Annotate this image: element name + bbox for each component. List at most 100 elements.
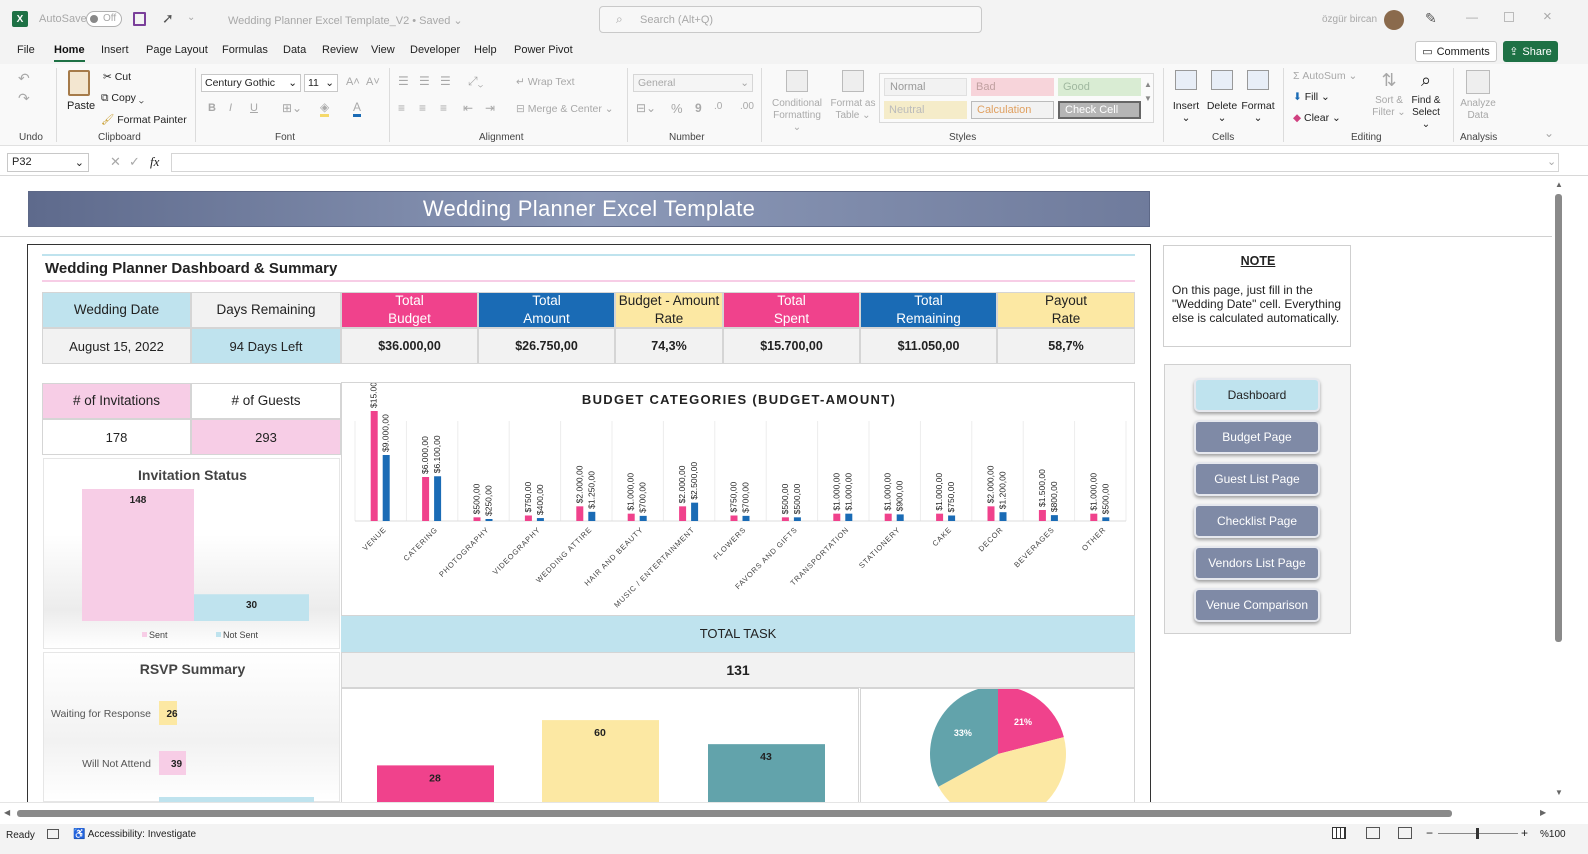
close-icon[interactable]: × xyxy=(1543,8,1552,25)
copy-button[interactable]: ⧉ Copy ⌄ xyxy=(101,92,144,104)
cell-styles-gallery[interactable]: Normal Bad Good Neutral Calculation Check Cel… xyxy=(879,73,1154,123)
format-cells-button[interactable]: Format ⌄ xyxy=(1241,70,1275,124)
comments-button[interactable]: ▭ Comments xyxy=(1415,41,1497,62)
align-right-icon[interactable]: ≡ xyxy=(440,101,448,115)
pointer-icon[interactable]: ➚ xyxy=(162,10,174,26)
tab-formulas[interactable]: Formulas xyxy=(222,44,268,56)
style-good[interactable]: Good xyxy=(1058,78,1141,96)
clear-button[interactable]: ◆ Clear ⌄ xyxy=(1293,112,1341,124)
align-center-icon[interactable]: ≡ xyxy=(419,101,427,115)
percent-button[interactable]: % xyxy=(671,101,683,116)
increase-indent-icon[interactable]: ⇥ xyxy=(485,101,496,115)
user-name[interactable]: özgür bircan xyxy=(1322,14,1378,25)
underline-button[interactable]: U xyxy=(250,102,258,114)
tab-data[interactable]: Data xyxy=(283,44,307,56)
zoom-slider[interactable] xyxy=(1438,828,1518,839)
scroll-left-icon[interactable]: ◀ xyxy=(4,808,11,817)
horizontal-scroll-thumb[interactable] xyxy=(17,810,1452,817)
font-color-icon[interactable]: A xyxy=(353,100,362,117)
collapse-ribbon-icon[interactable]: ⌄ xyxy=(1544,126,1555,140)
tab-insert[interactable]: Insert xyxy=(101,44,129,56)
zoom-level[interactable]: %100 xyxy=(1540,829,1566,840)
nav-button-budget-page[interactable]: Budget Page xyxy=(1194,420,1320,454)
document-title[interactable]: Wedding Planner Excel Template_V2 • Save… xyxy=(228,15,463,27)
sort-filter-button[interactable]: ⇅ Sort & Filter ⌄ xyxy=(1372,70,1406,119)
nav-button-guest-list-page[interactable]: Guest List Page xyxy=(1194,462,1320,496)
align-top-icon[interactable]: ☰ xyxy=(398,74,409,88)
fill-color-icon[interactable]: ◈ xyxy=(320,100,330,117)
horizontal-scrollbar[interactable]: ◀ ▶ xyxy=(0,802,1588,824)
cut-button[interactable]: ✂ Cut xyxy=(103,71,131,83)
nav-button-venue-comparison[interactable]: Venue Comparison xyxy=(1194,588,1320,622)
confirm-entry-icon[interactable]: ✓ xyxy=(129,154,140,169)
name-box[interactable]: P32 ⌄ xyxy=(7,153,89,172)
minimize-icon[interactable]: — xyxy=(1466,10,1478,24)
search-box[interactable]: ⌕ Search (Alt+Q) xyxy=(599,6,982,33)
delete-cells-button[interactable]: Delete ⌄ xyxy=(1206,70,1238,124)
style-calculation[interactable]: Calculation xyxy=(971,101,1054,119)
align-bottom-icon[interactable]: ☰ xyxy=(440,74,451,88)
bold-button[interactable]: B xyxy=(208,102,216,114)
formula-input[interactable] xyxy=(171,153,1559,172)
tab-developer[interactable]: Developer xyxy=(410,44,461,56)
style-bad[interactable]: Bad xyxy=(971,78,1054,96)
align-left-icon[interactable]: ≡ xyxy=(398,101,406,115)
style-neutral[interactable]: Neutral xyxy=(884,101,967,119)
paste-button[interactable]: Paste xyxy=(64,70,95,128)
avatar[interactable] xyxy=(1384,10,1404,30)
redo-icon[interactable]: ↷ xyxy=(18,90,30,106)
orientation-icon[interactable]: ⤢⌄ xyxy=(468,74,484,88)
macro-record-icon[interactable] xyxy=(47,829,59,839)
tab-home[interactable]: Home xyxy=(54,44,85,62)
format-painter-button[interactable]: 🖌 Format Painter xyxy=(101,113,187,126)
increase-decimal-icon[interactable]: .0 xyxy=(714,101,723,112)
style-check-cell[interactable]: Check Cell xyxy=(1058,101,1141,119)
normal-view-icon[interactable] xyxy=(1332,827,1346,839)
styles-scroll-icon[interactable]: ▲ ▼ xyxy=(1144,80,1152,103)
expand-formula-icon[interactable]: ⌄ xyxy=(1547,156,1557,168)
nav-button-vendors-list-page[interactable]: Vendors List Page xyxy=(1194,546,1320,580)
wrap-text-button[interactable]: ↵ Wrap Text xyxy=(516,76,575,88)
page-layout-view-icon[interactable] xyxy=(1366,827,1380,839)
tab-view[interactable]: View xyxy=(371,44,395,56)
autosum-button[interactable]: Σ AutoSum ⌄ xyxy=(1293,70,1358,82)
tab-power-pivot[interactable]: Power Pivot xyxy=(514,44,573,56)
find-select-button[interactable]: ⌕ Find & Select ⌄ xyxy=(1407,70,1445,131)
scroll-up-icon[interactable]: ▲ xyxy=(1555,180,1563,189)
scroll-right-icon[interactable]: ▶ xyxy=(1540,808,1547,817)
worksheet[interactable]: Wedding Planner Excel Template Wedding P… xyxy=(0,178,1552,802)
analyze-data-button[interactable]: Analyze Data xyxy=(1458,70,1498,122)
save-icon[interactable] xyxy=(133,12,146,26)
font-size-select[interactable]: 11 ⌄ xyxy=(304,74,338,92)
insert-cells-button[interactable]: Insert ⌄ xyxy=(1170,70,1202,124)
tab-review[interactable]: Review xyxy=(322,44,359,56)
undo-icon[interactable]: ↶ xyxy=(18,70,30,86)
vertical-scroll-thumb[interactable] xyxy=(1555,194,1562,642)
decrease-indent-icon[interactable]: ⇤ xyxy=(463,101,474,115)
zoom-slider-thumb[interactable] xyxy=(1476,828,1479,839)
customize-toolbar-icon[interactable]: ⌄ xyxy=(187,12,196,23)
decrease-decimal-icon[interactable]: .00 xyxy=(740,101,754,112)
pen-icon[interactable]: ✎ xyxy=(1425,10,1437,26)
accessibility-button[interactable]: ♿ Accessibility: Investigate xyxy=(73,829,196,840)
italic-button[interactable]: I xyxy=(229,102,233,114)
number-format-select[interactable]: General ⌄ xyxy=(633,74,753,92)
vertical-scrollbar[interactable]: ▲ ▼ xyxy=(1552,178,1588,802)
page-break-view-icon[interactable] xyxy=(1398,827,1412,839)
tab-file[interactable]: File xyxy=(17,44,35,56)
tab-page-layout[interactable]: Page Layout xyxy=(146,44,208,56)
share-button[interactable]: ⇪ Share xyxy=(1503,41,1558,62)
nav-button-dashboard[interactable]: Dashboard xyxy=(1194,378,1320,412)
font-name-select[interactable]: Century Gothic ⌄ xyxy=(201,74,301,92)
zoom-in-button[interactable]: + xyxy=(1521,826,1529,840)
style-normal[interactable]: Normal xyxy=(884,78,967,96)
autosave-toggle[interactable]: Off xyxy=(86,11,122,27)
font-shrink-icon[interactable]: A˅ xyxy=(366,76,380,88)
fill-button[interactable]: ⬇ Fill ⌄ xyxy=(1293,91,1330,103)
font-grow-icon[interactable]: A˄ xyxy=(346,76,360,88)
conditional-formatting-button[interactable]: Conditional Formatting ⌄ xyxy=(769,70,825,133)
currency-icon[interactable]: ⊟⌄ xyxy=(636,101,657,115)
tab-help[interactable]: Help xyxy=(474,44,497,56)
scroll-down-icon[interactable]: ▼ xyxy=(1555,788,1563,797)
merge-center-button[interactable]: ⊟ Merge & Center ⌄ xyxy=(516,103,614,115)
